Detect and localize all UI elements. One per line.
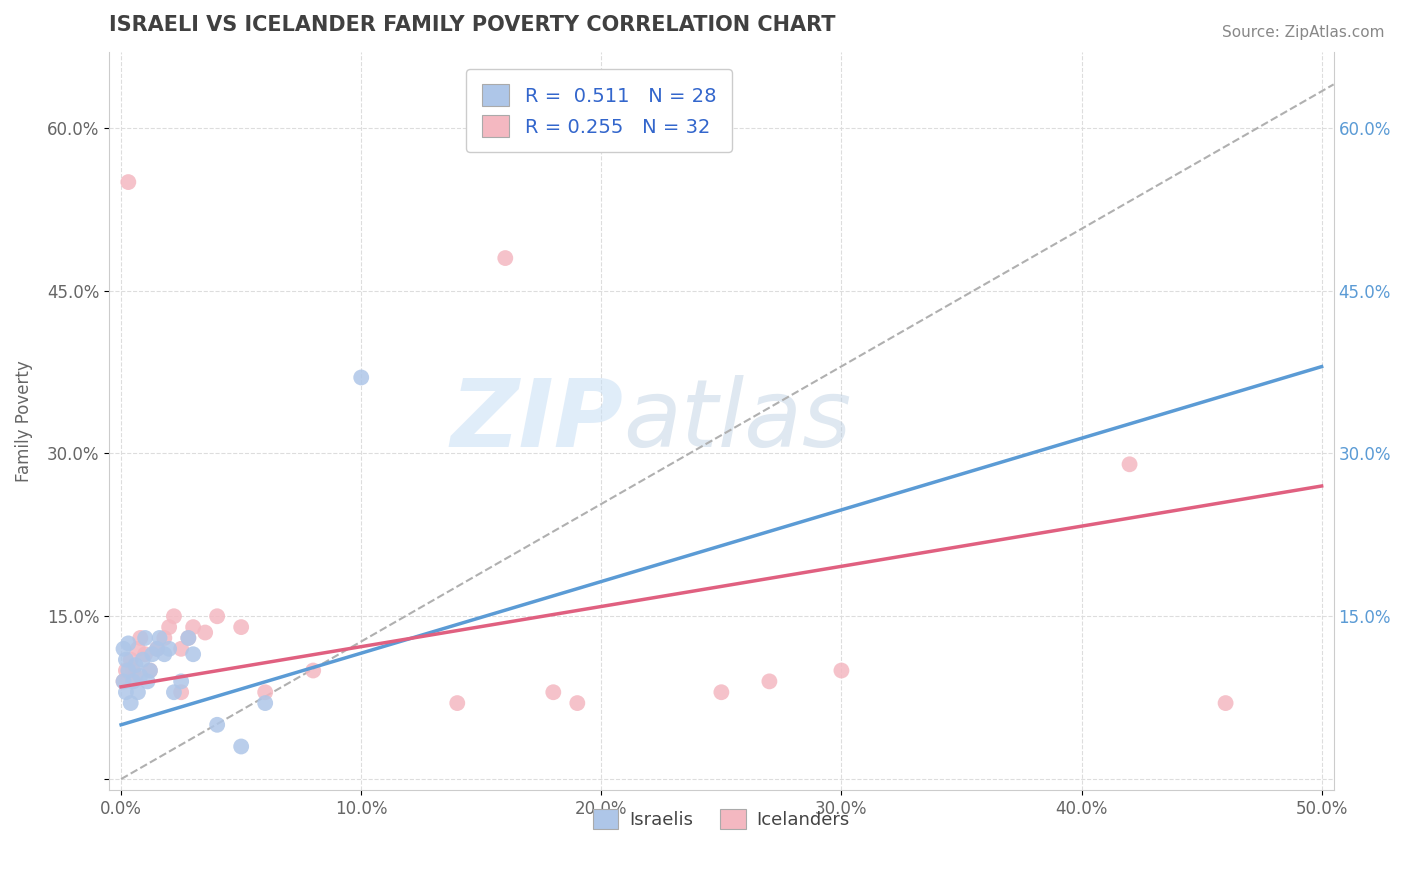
Point (231, 620, 253, 634)
Point (181, 647, 204, 661)
Point (302, 664, 325, 678)
Point (157, 641, 180, 656)
Text: ISRAELI VS ICELANDER FAMILY POVERTY CORRELATION CHART: ISRAELI VS ICELANDER FAMILY POVERTY CORR… (110, 15, 835, 35)
Point (148, 631, 170, 645)
Point (146, 641, 169, 656)
Point (127, 685, 149, 699)
Point (157, 620, 180, 634)
Point (177, 631, 200, 645)
Point (254, 685, 277, 699)
Point (153, 631, 176, 645)
Point (163, 609, 186, 624)
Point (194, 625, 217, 640)
Point (231, 739, 253, 754)
Point (567, 696, 589, 710)
Point (124, 658, 146, 673)
Point (117, 636, 139, 650)
Point (120, 653, 142, 667)
Text: Source: ZipAtlas.com: Source: ZipAtlas.com (1222, 25, 1385, 40)
Text: atlas: atlas (623, 376, 852, 467)
Y-axis label: Family Poverty: Family Poverty (15, 360, 32, 482)
Point (117, 664, 139, 678)
Point (115, 653, 138, 667)
Point (170, 674, 193, 689)
Point (132, 653, 155, 667)
Point (134, 647, 156, 661)
Point (543, 685, 565, 699)
Point (134, 631, 156, 645)
Point (117, 175, 139, 189)
Point (153, 647, 176, 661)
Point (446, 696, 468, 710)
Text: ZIP: ZIP (450, 375, 623, 467)
Point (129, 631, 152, 645)
Point (146, 641, 169, 656)
Point (122, 664, 145, 678)
Point (139, 664, 162, 678)
Point (170, 685, 193, 699)
Point (1118, 458, 1140, 472)
Point (830, 664, 852, 678)
Point (127, 641, 149, 656)
Point (1215, 696, 1237, 710)
Legend: Israelis, Icelanders: Israelis, Icelanders (586, 802, 856, 836)
Point (758, 674, 780, 689)
Point (181, 620, 204, 634)
Point (141, 647, 163, 661)
Point (112, 674, 135, 689)
Point (122, 674, 145, 689)
Point (112, 674, 135, 689)
Point (124, 669, 146, 683)
Point (115, 685, 138, 699)
Point (254, 696, 277, 710)
Point (139, 664, 162, 678)
Point (136, 674, 159, 689)
Point (120, 696, 142, 710)
Point (112, 641, 135, 656)
Point (170, 641, 193, 656)
Point (163, 685, 186, 699)
Point (115, 664, 138, 678)
Point (350, 370, 373, 384)
Point (177, 631, 200, 645)
Point (205, 718, 228, 732)
Point (205, 609, 228, 624)
Point (129, 669, 152, 683)
Point (494, 251, 516, 265)
Point (710, 685, 733, 699)
